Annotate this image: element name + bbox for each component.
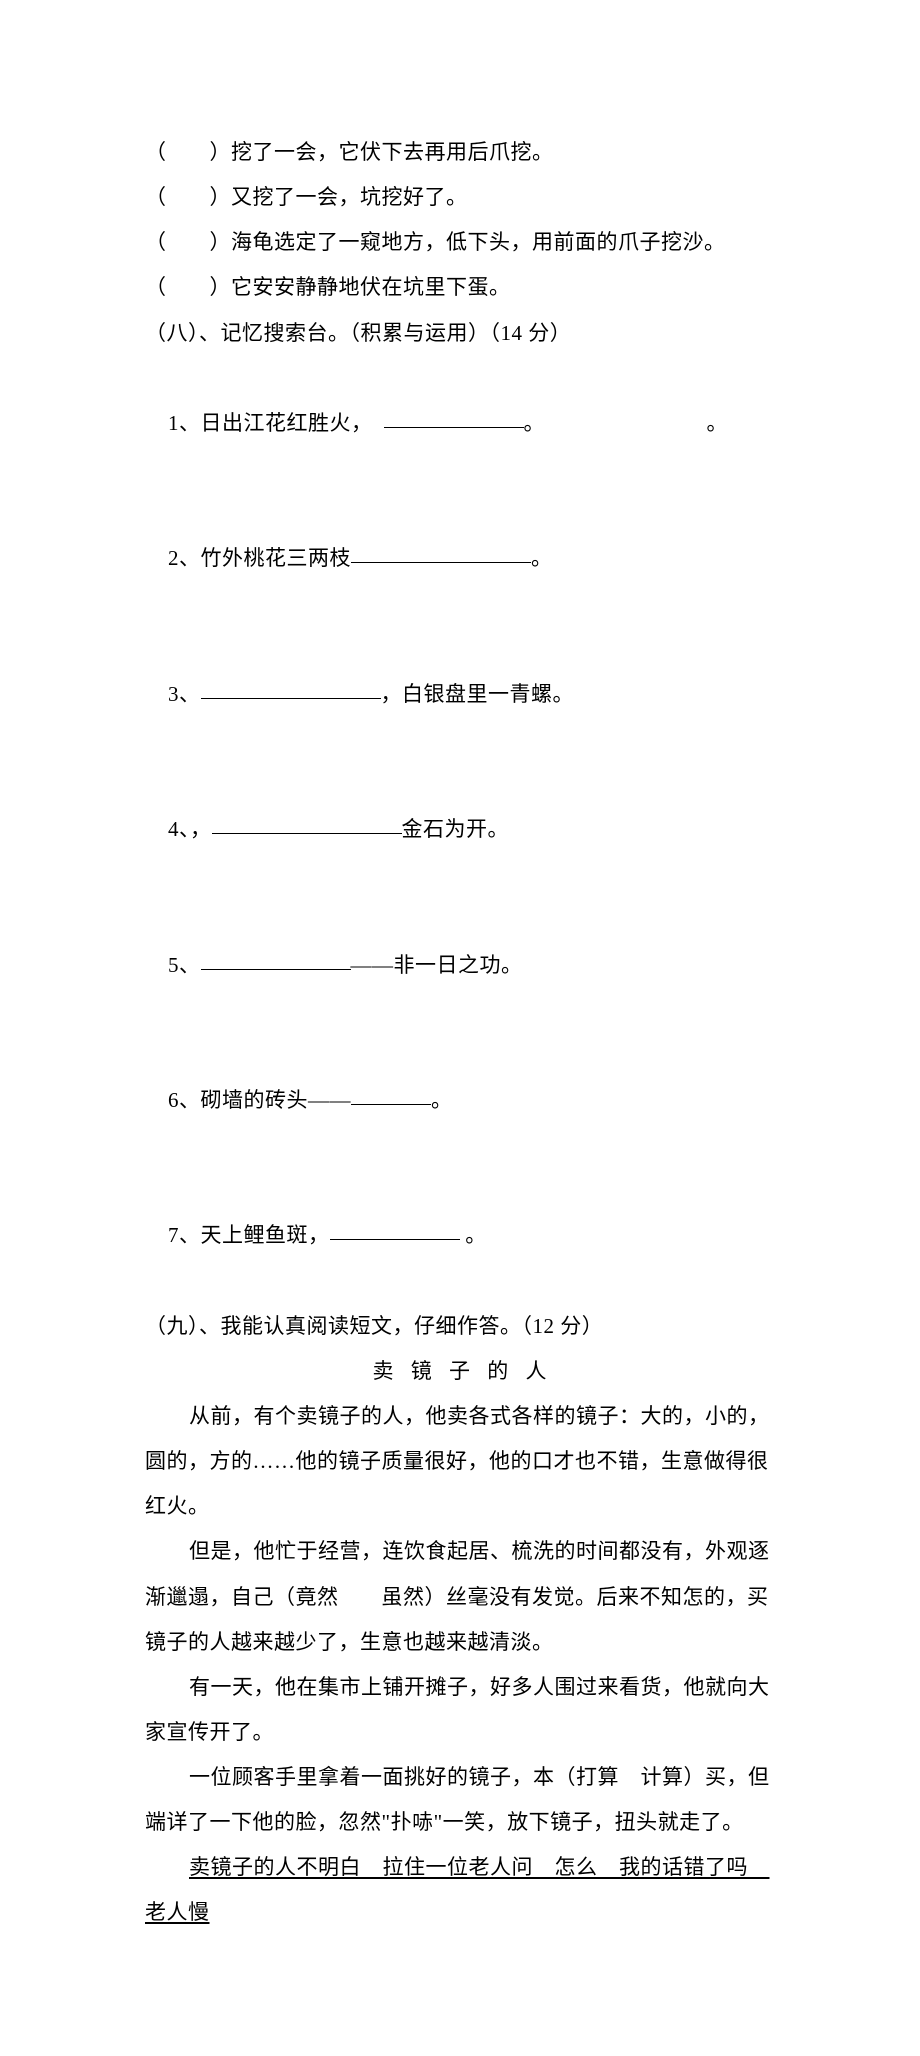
- passage-para-5-underlined: 卖镜子的人不明白 拉住一位老人问 怎么 我的话错了吗 老人慢: [145, 1855, 770, 1924]
- section-8-q7: 7、天上鲤鱼斑， 。: [145, 1168, 780, 1303]
- document-page: （ ）挖了一会，它伏下去再用后爪挖。 （ ）又挖了一会，坑挖好了。 （ ）海龟选…: [0, 0, 920, 2056]
- q5-blank: [201, 948, 351, 970]
- section-8-q4: 4、， 金石为开。: [145, 762, 780, 897]
- ordering-line-4: （ ）它安安静静地伏在坑里下蛋。: [145, 265, 780, 310]
- section-8-heading: （八）、记忆搜索台。（积累与运用）（14 分）: [145, 311, 780, 356]
- q3-pre: 3、: [168, 682, 201, 706]
- q6-post: 。: [431, 1088, 453, 1112]
- section-8-q3: 3、 ，白银盘里一青螺。: [145, 627, 780, 762]
- passage-para-5: 卖镜子的人不明白 拉住一位老人问 怎么 我的话错了吗 老人慢: [145, 1845, 780, 1935]
- q4-post: 金石为开。: [402, 817, 510, 841]
- q4-pre: 4、，: [168, 817, 212, 841]
- q1-pre: 1、日出江花红胜火，: [168, 411, 384, 435]
- section-8-q2: 2、竹外桃花三两枝 。: [145, 491, 780, 626]
- q7-blank: [330, 1218, 460, 1240]
- q2-pre: 2、竹外桃花三两枝: [168, 546, 351, 570]
- passage-para-3: 有一天，他在集市上铺开摊子，好多人围过来看货，他就向大家宣传开了。: [145, 1665, 780, 1755]
- q3-post: ，白银盘里一青螺。: [381, 682, 575, 706]
- q5-pre: 5、: [168, 953, 201, 977]
- passage-para-1: 从前，有个卖镜子的人，他卖各式各样的镜子：大的，小的，圆的，方的……他的镜子质量…: [145, 1394, 780, 1529]
- passage-title: 卖 镜 子 的 人: [145, 1349, 780, 1394]
- q5-post: ——非一日之功。: [351, 953, 523, 977]
- q7-pre: 7、天上鲤鱼斑，: [168, 1223, 330, 1247]
- q6-pre: 6、砌墙的砖头——: [168, 1088, 351, 1112]
- q2-post: 。: [531, 546, 553, 570]
- q1-blank: [384, 406, 524, 428]
- section-8-q6: 6、砌墙的砖头—— 。: [145, 1033, 780, 1168]
- q7-post: 。: [460, 1223, 487, 1247]
- q2-blank: [351, 541, 531, 563]
- section-8-q1: 1、日出江花红胜火， 。 。: [145, 356, 780, 491]
- q4-blank: [212, 812, 402, 834]
- q1-post: 。 。: [524, 411, 729, 435]
- passage-para-4: 一位顾客手里拿着一面挑好的镜子，本（打算 计算）买，但端详了一下他的脸，忽然"扑…: [145, 1755, 780, 1845]
- q3-blank: [201, 677, 381, 699]
- section-8-q5: 5、 ——非一日之功。: [145, 897, 780, 1032]
- section-9-heading: （九）、我能认真阅读短文，仔细作答。（12 分）: [145, 1304, 780, 1349]
- ordering-line-2: （ ）又挖了一会，坑挖好了。: [145, 175, 780, 220]
- passage-para-2: 但是，他忙于经营，连饮食起居、梳洗的时间都没有，外观逐渐邋遢，自己（竟然 虽然）…: [145, 1529, 780, 1664]
- ordering-line-1: （ ）挖了一会，它伏下去再用后爪挖。: [145, 130, 780, 175]
- q6-blank: [351, 1083, 431, 1105]
- ordering-line-3: （ ）海龟选定了一窥地方，低下头，用前面的爪子挖沙。: [145, 220, 780, 265]
